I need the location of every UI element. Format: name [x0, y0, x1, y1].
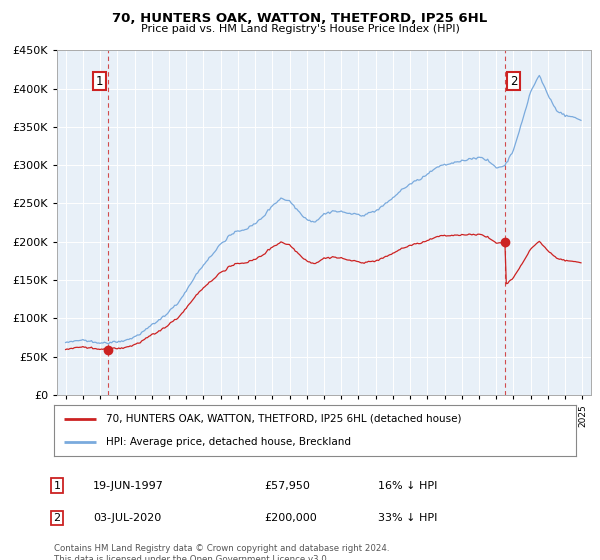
- Text: 03-JUL-2020: 03-JUL-2020: [93, 513, 161, 523]
- Text: 2: 2: [53, 513, 61, 523]
- Text: 1: 1: [53, 480, 61, 491]
- Text: HPI: Average price, detached house, Breckland: HPI: Average price, detached house, Brec…: [106, 437, 351, 447]
- Text: £200,000: £200,000: [264, 513, 317, 523]
- Text: 33% ↓ HPI: 33% ↓ HPI: [378, 513, 437, 523]
- Text: 19-JUN-1997: 19-JUN-1997: [93, 480, 164, 491]
- Text: 70, HUNTERS OAK, WATTON, THETFORD, IP25 6HL: 70, HUNTERS OAK, WATTON, THETFORD, IP25 …: [112, 12, 488, 25]
- Text: 2: 2: [510, 74, 517, 87]
- Text: 70, HUNTERS OAK, WATTON, THETFORD, IP25 6HL (detached house): 70, HUNTERS OAK, WATTON, THETFORD, IP25 …: [106, 414, 462, 424]
- Text: £57,950: £57,950: [264, 480, 310, 491]
- Text: Contains HM Land Registry data © Crown copyright and database right 2024.
This d: Contains HM Land Registry data © Crown c…: [54, 544, 389, 560]
- Text: Price paid vs. HM Land Registry's House Price Index (HPI): Price paid vs. HM Land Registry's House …: [140, 24, 460, 34]
- Text: 16% ↓ HPI: 16% ↓ HPI: [378, 480, 437, 491]
- Text: 1: 1: [95, 74, 103, 87]
